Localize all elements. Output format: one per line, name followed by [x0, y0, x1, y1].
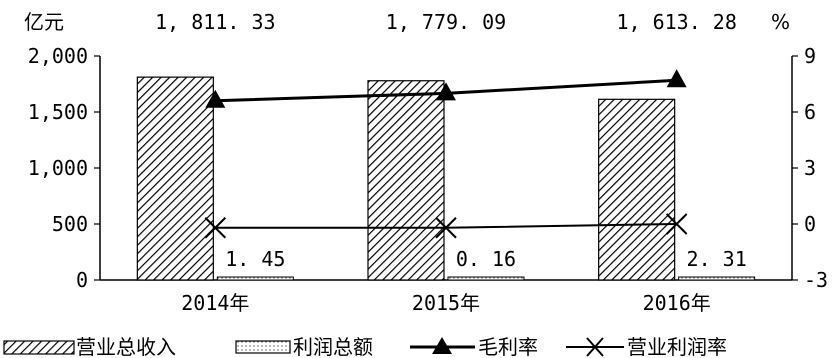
bar-revenue [598, 98, 676, 281]
data-label-revenue: 1, 811. 33 [155, 10, 275, 34]
legend-item-gross-margin: 毛利率 [410, 335, 538, 358]
left-axis-ticks: 0 500 1,000 1,500 2,000 [28, 44, 100, 292]
left-tick-label: 1,500 [28, 100, 88, 124]
bar-profit [447, 276, 525, 281]
right-tick-label: 9 [804, 44, 816, 68]
bar-revenue [136, 76, 214, 281]
lines [204, 69, 688, 239]
legend: 营业总收入 利润总额 毛利率 营业利润率 [3, 335, 727, 358]
right-tick-label: -3 [804, 268, 828, 292]
legend-label-operating-margin: 营业利润率 [627, 335, 727, 358]
right-axis-unit: % [771, 10, 790, 34]
legend-label-gross-margin: 毛利率 [478, 335, 538, 358]
data-label-revenue: 1, 613. 28 [616, 10, 736, 34]
right-tick-label: 6 [804, 100, 816, 124]
legend-item-operating-margin: 营业利润率 [566, 335, 727, 358]
data-label-profit: 0. 16 [456, 247, 516, 271]
point-operating-margin [435, 217, 457, 239]
category-label: 2016年 [643, 291, 711, 315]
legend-label-revenue: 营业总收入 [76, 335, 176, 358]
category-label: 2014年 [181, 291, 249, 315]
bars [136, 76, 756, 281]
legend-item-profit: 利润总额 [235, 335, 373, 358]
left-tick-label: 2,000 [28, 44, 88, 68]
right-tick-label: 3 [804, 156, 816, 180]
point-operating-margin [665, 213, 688, 235]
bar-profit [678, 276, 756, 281]
right-axis-ticks: -3 0 3 6 9 [792, 44, 828, 292]
left-tick-label: 500 [52, 212, 88, 236]
category-label: 2015年 [412, 291, 480, 315]
bar-profit [216, 276, 294, 281]
point-gross-margin [666, 69, 687, 88]
data-label-profit: 2. 31 [687, 247, 747, 271]
data-label-revenue: 1, 779. 09 [386, 10, 506, 34]
data-labels: 1, 811. 33 1. 45 1, 779. 09 0. 16 1, 613. 28… [155, 10, 747, 271]
point-gross-margin [205, 89, 226, 108]
data-label-profit: 1. 45 [225, 247, 285, 271]
point-operating-margin [204, 217, 227, 239]
left-axis-unit: 亿元 [24, 10, 64, 34]
left-tick-label: 1,000 [28, 156, 88, 180]
category-labels: 2014年 2015年 2016年 [181, 291, 711, 315]
legend-item-revenue: 营业总收入 [3, 335, 176, 358]
legend-label-profit: 利润总额 [293, 335, 373, 358]
left-tick-label: 0 [76, 268, 88, 292]
right-tick-label: 0 [804, 212, 816, 236]
bar-revenue [367, 80, 445, 281]
point-gross-margin [436, 82, 456, 101]
